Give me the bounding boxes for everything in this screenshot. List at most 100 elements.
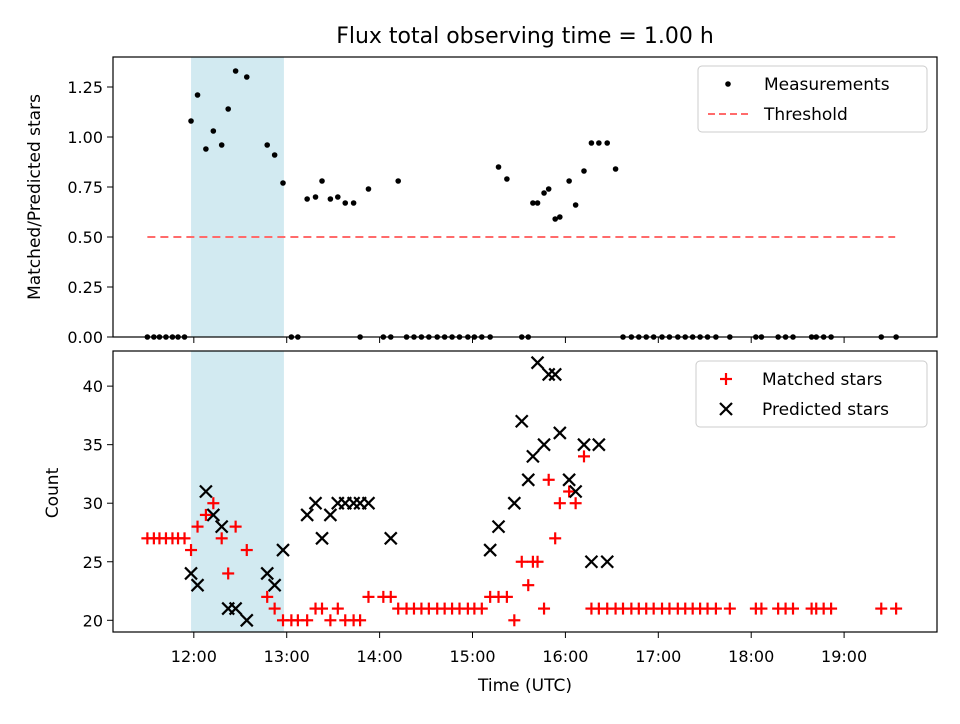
predicted-star-marker bbox=[199, 484, 213, 499]
predicted-star-marker bbox=[562, 473, 576, 487]
matched-star-marker bbox=[362, 590, 375, 603]
predicted-star-marker bbox=[491, 519, 506, 534]
matched-star-marker bbox=[553, 497, 566, 510]
measurement-point bbox=[271, 152, 278, 158]
measurement-point bbox=[530, 200, 536, 206]
predicted-star-marker bbox=[521, 473, 536, 487]
measurement-point bbox=[350, 200, 357, 206]
x-tick-label: 15:00 bbox=[449, 647, 495, 666]
measurement-point bbox=[327, 196, 334, 202]
matched-star-marker bbox=[577, 450, 590, 463]
matched-star-marker bbox=[563, 485, 576, 498]
matched-star-marker bbox=[709, 602, 722, 615]
count-y-tick-label: 25 bbox=[83, 553, 103, 572]
measurement-point bbox=[243, 74, 250, 80]
matched-star-marker bbox=[229, 520, 242, 533]
ratio-y-tick-label: 0.50 bbox=[67, 228, 103, 247]
x-tick-label: 14:00 bbox=[357, 647, 403, 666]
predicted-star-marker bbox=[526, 449, 540, 464]
measurement-point bbox=[566, 178, 572, 184]
matched-star-marker bbox=[354, 614, 367, 627]
measurement-point bbox=[225, 106, 231, 112]
predicted-star-marker bbox=[507, 496, 522, 510]
predicted-star-marker bbox=[267, 578, 282, 592]
legend-predicted-marker bbox=[719, 402, 733, 416]
count-y-tick-label: 40 bbox=[83, 377, 103, 396]
measurement-point bbox=[552, 216, 558, 222]
count-y-axis-label: Count bbox=[43, 467, 63, 518]
ratio-y-axis-label: Matched/Predicted stars bbox=[25, 94, 45, 300]
predicted-star-marker bbox=[315, 531, 329, 546]
matched-star-marker bbox=[261, 590, 274, 603]
matched-star-marker bbox=[324, 614, 337, 627]
measurement-point bbox=[264, 142, 271, 148]
count-y-tick-label: 35 bbox=[83, 436, 103, 455]
predicted-star-marker bbox=[537, 437, 551, 452]
matched-star-marker bbox=[475, 602, 488, 615]
predicted-star-marker bbox=[483, 543, 497, 557]
matched-star-marker bbox=[875, 602, 888, 615]
measurement-point bbox=[504, 176, 510, 182]
matched-star-marker bbox=[538, 602, 551, 615]
measurement-point bbox=[203, 146, 209, 152]
predicted-star-marker bbox=[190, 578, 205, 592]
measurement-point bbox=[304, 196, 310, 202]
count-y-tick-label: 20 bbox=[83, 611, 103, 630]
matched-star-marker bbox=[331, 602, 344, 615]
predicted-star-marker bbox=[323, 508, 338, 522]
measurement-point bbox=[588, 140, 595, 146]
matched-star-marker bbox=[301, 614, 314, 627]
legend-measurements-label: Measurements bbox=[764, 75, 890, 95]
measurement-point bbox=[335, 194, 341, 200]
matched-star-marker bbox=[384, 590, 397, 603]
predicted-star-marker bbox=[300, 508, 314, 522]
predicted-star-marker bbox=[308, 496, 323, 510]
matched-star-marker bbox=[825, 602, 838, 615]
predicted-star-marker bbox=[361, 496, 376, 510]
legend-matched-label: Matched stars bbox=[762, 370, 882, 390]
measurement-point bbox=[596, 140, 602, 146]
predicted-star-marker bbox=[260, 566, 274, 581]
predicted-star-marker bbox=[214, 519, 229, 534]
ratio-y-tick-label: 0.25 bbox=[67, 278, 103, 297]
predicted-star-marker bbox=[184, 566, 198, 581]
chart-title: Flux total observing time = 1.00 h bbox=[336, 24, 714, 49]
x-axis-label: Time (UTC) bbox=[477, 676, 572, 696]
measurement-point bbox=[581, 168, 587, 174]
matched-star-marker bbox=[316, 602, 329, 615]
measurement-point bbox=[495, 164, 502, 170]
legend-measurements-marker bbox=[725, 81, 731, 87]
matched-star-marker bbox=[787, 602, 800, 615]
x-tick-label: 13:00 bbox=[264, 647, 310, 666]
x-tick-label: 19:00 bbox=[821, 647, 867, 666]
predicted-star-marker bbox=[548, 367, 562, 382]
measurement-point bbox=[280, 180, 286, 186]
matched-star-marker bbox=[191, 520, 204, 533]
count-plot-frame bbox=[112, 350, 938, 633]
matched-star-marker bbox=[199, 508, 212, 521]
measurement-point bbox=[342, 200, 349, 206]
matched-star-marker bbox=[755, 602, 768, 615]
measurement-point bbox=[604, 140, 611, 146]
measurement-point bbox=[395, 178, 401, 184]
measurement-point bbox=[534, 200, 541, 206]
measurement-point bbox=[572, 202, 579, 208]
matched-star-marker bbox=[500, 590, 513, 603]
measurement-point bbox=[210, 128, 217, 134]
measurement-point bbox=[312, 194, 319, 200]
measurement-point bbox=[541, 190, 547, 196]
matched-star-marker bbox=[522, 579, 535, 592]
predicted-star-marker bbox=[228, 601, 243, 616]
matched-star-marker bbox=[508, 614, 521, 627]
matched-star-marker bbox=[890, 602, 903, 615]
count-panel: 20 25 30 35 40 12:00 13:00 14:00 15:00 16:00 17:0… bbox=[43, 350, 938, 696]
ratio-y-tick-label: 1.25 bbox=[67, 78, 103, 97]
predicted-star-marker bbox=[276, 543, 290, 557]
matched-star-marker bbox=[515, 555, 528, 568]
measurement-point bbox=[365, 186, 372, 192]
legend-matched-marker bbox=[720, 373, 732, 385]
ratio-y-tick-label: 0.00 bbox=[67, 328, 103, 347]
predicted-star-marker bbox=[239, 613, 254, 628]
predicted-star-marker bbox=[577, 437, 591, 452]
